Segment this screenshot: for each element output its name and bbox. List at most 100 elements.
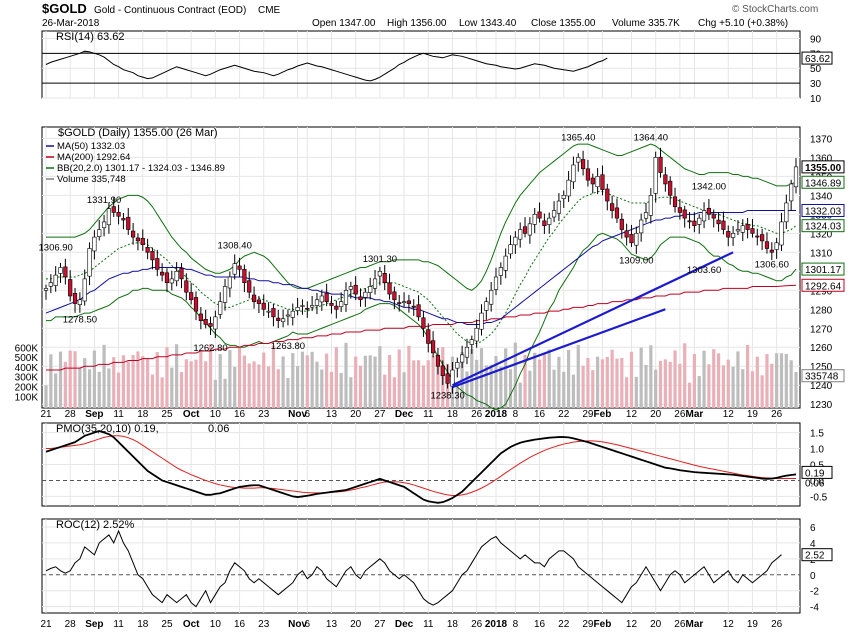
candle-body (600, 174, 605, 190)
volume-tick-label: 600K (15, 343, 39, 354)
volume-tick-label: 100K (15, 392, 39, 403)
volume-bar (407, 345, 411, 408)
candle-body (682, 209, 687, 219)
x-tick-label-mid: 8 (513, 409, 519, 420)
volume-bar (784, 353, 788, 408)
candle-body (643, 212, 649, 219)
candle-body (653, 157, 658, 194)
price-value-box (801, 262, 845, 276)
candle-body (218, 301, 223, 315)
candle-body (726, 231, 731, 238)
candle-body (706, 207, 712, 215)
candle-body (576, 157, 581, 163)
volume-bar (150, 374, 155, 408)
pmo-last-box (801, 465, 833, 479)
ma50-line (45, 209, 797, 325)
x-tick-label-bottom: 8 (513, 619, 519, 630)
volume-bar (320, 369, 324, 408)
volume-bar (194, 359, 198, 408)
volume-bar (470, 349, 474, 408)
x-tick-label-mid: 11 (423, 409, 434, 420)
volume-bar (247, 363, 251, 408)
candle-body (232, 263, 237, 275)
candle-body (179, 268, 184, 280)
candle-body (421, 317, 426, 329)
panel-frame-price (41, 126, 801, 409)
volume-bar (499, 366, 503, 408)
roc-last-value: 2.52 (805, 551, 825, 562)
candle-body (527, 223, 532, 236)
x-tick-label-bottom: Oct (183, 619, 200, 630)
candle-body (169, 278, 174, 284)
volume-bar (68, 350, 72, 408)
pmo-tick-label: -0.5 (810, 492, 828, 503)
volume-bar (146, 358, 150, 408)
x-tick-label-mid: Nov (288, 409, 307, 420)
candle-body (561, 195, 566, 199)
x-tick-label-mid: 22 (558, 409, 570, 420)
volume-bar (591, 370, 595, 408)
pmo-line (45, 430, 797, 504)
price-value-box (801, 175, 845, 189)
x-tick-label-mid: Oct (183, 409, 200, 420)
x-tick-label-mid: 16 (234, 409, 246, 420)
x-tick-label-bottom: 12 (626, 619, 638, 630)
volume-value: Volume 335.7K (612, 18, 680, 29)
candle-body (140, 238, 145, 246)
candle-body (368, 286, 373, 293)
candle-body (605, 188, 610, 202)
x-tick-label-bottom: 27 (374, 619, 386, 630)
pmo-signal-label: 0.06 (208, 423, 229, 435)
price-value-box (801, 278, 845, 292)
x-tick-label-mid: 26 (674, 409, 686, 420)
volume-bar (378, 346, 382, 408)
candle-body (489, 289, 494, 305)
candle-body (276, 317, 281, 321)
volume-bar (107, 368, 111, 408)
volume-bar (465, 371, 469, 408)
candle-body (305, 308, 310, 310)
exchange-label: CME (258, 5, 281, 16)
price-tick-label: 1310 (810, 248, 833, 259)
price-annotation: 1301.30 (363, 254, 397, 265)
volume-tick-label: 500K (15, 353, 39, 364)
candle-body (779, 221, 784, 246)
price-annotation: 1331.90 (87, 195, 121, 206)
volume-bar (63, 361, 67, 408)
volume-bar (233, 366, 237, 408)
x-tick-label-mid: Dec (395, 409, 414, 420)
price-value-label: 1346.89 (805, 178, 842, 189)
candle-body (295, 307, 300, 311)
candle-body (111, 206, 116, 213)
candle-body (198, 313, 203, 321)
candle-body (256, 299, 262, 304)
rsi-last-value: 63.62 (805, 54, 830, 65)
x-tick-label-bottom: 22 (558, 619, 570, 630)
price-value-label: 1355.00 (805, 163, 842, 174)
candle-body (82, 278, 87, 302)
chart-date: 26-Mar-2018 (42, 18, 100, 29)
candle-body (532, 214, 537, 225)
volume-bar (296, 366, 300, 408)
volume-bar (44, 385, 48, 408)
price-value-label: 1324.03 (805, 222, 842, 233)
price-tick-label: 1270 (810, 324, 833, 335)
x-tick-label-mid: 18 (137, 409, 149, 420)
candle-body (377, 270, 382, 277)
x-tick-label-bottom: Mar (685, 619, 703, 630)
x-tick-label-bottom: 11 (113, 619, 124, 630)
candle-body (624, 230, 629, 238)
candle-body (213, 316, 218, 330)
candle-body (92, 236, 97, 252)
volume-tick-label: 300K (15, 373, 39, 384)
price-tick-label: 1280 (810, 305, 833, 316)
low-value: Low 1343.40 (459, 18, 517, 29)
candle-body (145, 247, 150, 253)
x-tick-label-bottom: 13 (326, 619, 338, 630)
price-annotation: 1263.80 (271, 341, 305, 352)
roc-tick-label: 6 (810, 523, 816, 534)
volume-bar (755, 356, 759, 408)
x-tick-label-bottom: 16 (234, 619, 246, 630)
candle-body (237, 265, 242, 270)
